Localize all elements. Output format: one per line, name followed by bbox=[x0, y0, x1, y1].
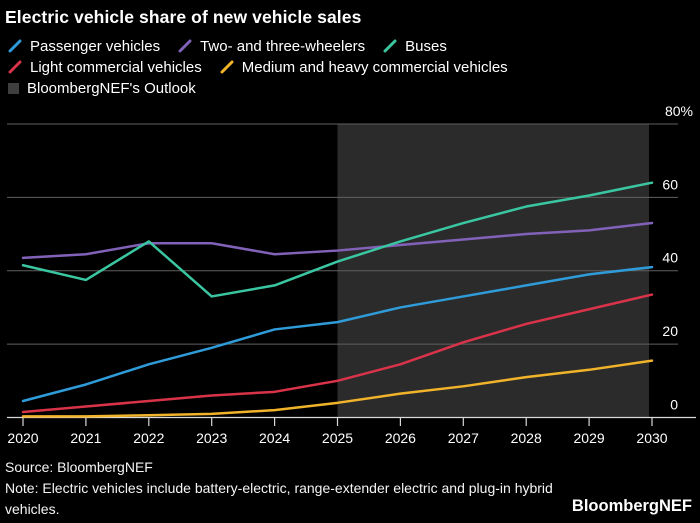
footer: Source: BloombergNEF Note: Electric vehi… bbox=[5, 457, 580, 520]
legend-item-5: BloombergNEF's Outlook bbox=[8, 79, 196, 97]
chart-title: Electric vehicle share of new vehicle sa… bbox=[5, 7, 362, 27]
legend-item-3: Light commercial vehicles bbox=[8, 58, 202, 76]
note-text: Note: Electric vehicles include battery-… bbox=[5, 480, 553, 517]
x-tick-label-2024: 2024 bbox=[259, 430, 290, 446]
x-tick-label-2029: 2029 bbox=[574, 430, 605, 446]
series-line-light-commercial-vehicles bbox=[21, 293, 654, 414]
series-line-passenger-vehicles bbox=[21, 265, 654, 403]
series-line-two-and-three-wheelers bbox=[21, 221, 654, 260]
legend-square-icon bbox=[8, 82, 19, 94]
bloombergnef-logo: BloombergNEF bbox=[571, 497, 692, 515]
y-tick-label-60: 60 bbox=[662, 176, 678, 192]
legend-label: Buses bbox=[405, 37, 447, 55]
x-tick-label-2020: 2020 bbox=[7, 430, 38, 446]
x-tick-label-2025: 2025 bbox=[322, 430, 353, 446]
legend-label: Light commercial vehicles bbox=[30, 58, 202, 76]
legend-label: BloombergNEF's Outlook bbox=[27, 79, 196, 97]
series-lines bbox=[21, 181, 654, 418]
x-tick-label-2027: 2027 bbox=[448, 430, 479, 446]
legend-slash-icon bbox=[178, 39, 192, 53]
legend-slash-icon bbox=[8, 39, 22, 53]
legend-slash-icon bbox=[383, 39, 397, 53]
legend-label: Two- and three-wheelers bbox=[200, 37, 366, 55]
y-tick-label-40: 40 bbox=[662, 250, 678, 266]
legend-label: Passenger vehicles bbox=[30, 37, 161, 55]
x-tick-label-2023: 2023 bbox=[196, 430, 227, 446]
legend-item-4: Medium and heavy commercial vehicles bbox=[220, 58, 508, 76]
y-tick-label-20: 20 bbox=[662, 323, 678, 339]
series-line-buses bbox=[21, 181, 654, 298]
x-axis-labels: 2020 2021 2022 2023 2024 2025 2026 2027 2028 2029… bbox=[7, 430, 667, 446]
legend: Passenger vehicles Two- and three-wheeler… bbox=[8, 37, 628, 97]
x-tick-label-2021: 2021 bbox=[70, 430, 101, 446]
y-axis-labels: 80% 60 40 20 0 bbox=[662, 103, 693, 413]
x-tick-label-2026: 2026 bbox=[385, 430, 416, 446]
y-tick-label-0: 0 bbox=[670, 397, 678, 413]
x-tick-label-2030: 2030 bbox=[636, 430, 667, 446]
x-axis-ticks bbox=[22, 418, 653, 426]
legend-item-1: Two- and three-wheelers bbox=[178, 37, 366, 55]
legend-label: Medium and heavy commercial vehicles bbox=[241, 58, 508, 76]
legend-slash-icon bbox=[220, 60, 234, 74]
series-line-medium-and-heavy-commercial-vehicles bbox=[21, 359, 654, 418]
legend-slash-icon bbox=[8, 60, 22, 74]
x-tick-label-2028: 2028 bbox=[511, 430, 542, 446]
source-text: Source: BloombergNEF bbox=[5, 459, 153, 475]
legend-item-2: Buses bbox=[383, 37, 447, 55]
gridlines bbox=[7, 123, 678, 345]
y-tick-label-80: 80% bbox=[665, 103, 693, 119]
legend-item-0: Passenger vehicles bbox=[8, 37, 161, 55]
x-tick-label-2022: 2022 bbox=[133, 430, 164, 446]
